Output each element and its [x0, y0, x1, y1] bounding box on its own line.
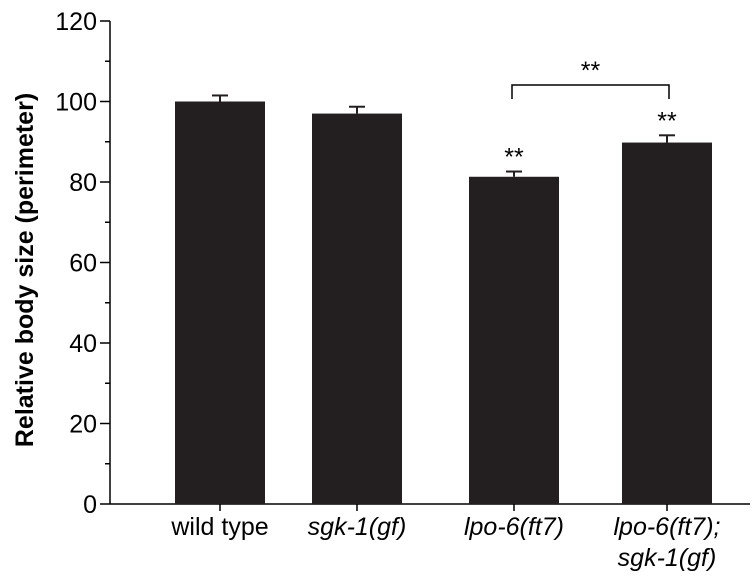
- plot-area: 0 20 40 60 80 100 120 wild type sgk-1(gf) lpo-6(f…: [55, 8, 750, 572]
- x-tick-label: wild type: [170, 513, 268, 541]
- y-tick-label: 60: [69, 250, 97, 278]
- y-tick-label: 120: [55, 8, 97, 36]
- y-tick-label: 20: [69, 411, 97, 439]
- bar: [312, 113, 402, 504]
- significance-marker: **: [504, 144, 524, 172]
- significance-marker: **: [657, 107, 677, 135]
- y-tick-label: 40: [69, 330, 97, 358]
- bar: [175, 101, 265, 504]
- y-axis-label: Relative body size (perimeter): [11, 93, 39, 447]
- bar: [622, 142, 712, 504]
- y-tick-label: 0: [83, 491, 97, 519]
- x-tick-label: sgk-1(gf): [308, 513, 407, 541]
- x-tick-label: lpo-6(ft7); sgk-1(gf): [614, 513, 721, 572]
- y-tick-label: 80: [69, 169, 97, 197]
- x-tick-label: lpo-6(ft7): [464, 513, 564, 541]
- bracket-label: **: [581, 57, 601, 85]
- y-tick-label: 100: [55, 89, 97, 117]
- bar: [469, 176, 559, 504]
- significance-bracket: [511, 84, 670, 99]
